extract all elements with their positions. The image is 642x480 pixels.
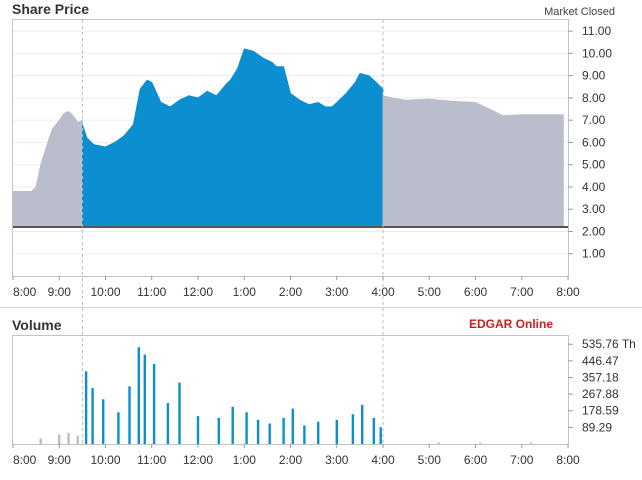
volume-bar [117, 412, 120, 444]
volume-x-axis: 8:00 9:00 10:00 11:00 12:00 1:00 2:00 3:00 4:00 5… [12, 444, 580, 467]
volume-bar [291, 408, 294, 444]
session-markers [81, 20, 384, 444]
volume-bar [231, 406, 234, 444]
volume-bar [128, 386, 131, 444]
volume-bar [303, 425, 306, 444]
volume-bar [137, 347, 140, 444]
price-area-regular [82, 48, 384, 228]
volume-bar [196, 416, 200, 444]
volume-bar [351, 414, 355, 444]
volume-bar [67, 432, 70, 444]
volume-x-tick-label: 5:00 [418, 453, 442, 467]
volume-y-axis: 535.76 Th 446.47 357.18 267.88 178.59 89.29 [568, 337, 636, 434]
price-x-tick-label: 4:00 [371, 285, 395, 299]
volume-bar [361, 404, 364, 444]
volume-bar [437, 442, 440, 444]
price-x-tick-label: 8:00 [556, 285, 580, 299]
price-y-axis: 11.00 10.00 9.00 8.00 7.00 6.00 5.00 4.00 3.00 2.… [568, 24, 612, 261]
volume-x-tick-label: 6:00 [464, 453, 488, 467]
volume-y-tick-label: 446.47 [582, 354, 619, 368]
volume-bar [335, 419, 338, 444]
price-x-tick-label: 11:00 [137, 285, 166, 299]
volume-bar [478, 442, 482, 444]
volume-bar [245, 412, 248, 444]
price-area-after [382, 95, 564, 228]
price-y-tick-label: 9.00 [582, 69, 606, 83]
volume-bar [282, 417, 285, 444]
volume-bar [76, 435, 79, 444]
price-x-tick-label: 3:00 [325, 285, 349, 299]
volume-x-tick-label: 8:00 [13, 453, 37, 467]
volume-y-tick-label: 89.29 [582, 420, 612, 434]
price-y-tick-label: 4.00 [582, 180, 606, 194]
volume-x-tick-label: 3:00 [325, 453, 349, 467]
price-x-axis: 8:00 9:00 10:00 11:00 12:00 1:00 2:00 3:00 4:00 5… [12, 276, 580, 299]
price-x-tick-label: 5:00 [418, 285, 442, 299]
volume-bar [268, 423, 271, 444]
volume-bar [372, 417, 375, 444]
volume-chart-title: Volume [12, 317, 62, 333]
price-y-tick-label: 2.00 [582, 224, 606, 238]
price-x-tick-label: 10:00 [90, 285, 120, 299]
price-y-tick-label: 10.00 [582, 46, 612, 60]
volume-bar [58, 434, 61, 444]
volume-x-tick-label: 4:00 [371, 453, 395, 467]
volume-x-tick-label: 9:00 [48, 453, 72, 467]
volume-bar [152, 363, 156, 444]
volume-bar [91, 388, 94, 444]
volume-bar [143, 354, 146, 444]
volume-bar [217, 417, 220, 444]
volume-y-tick-label: 357.18 [582, 370, 619, 384]
price-x-tick-label: 6:00 [464, 285, 488, 299]
volume-bar [102, 399, 105, 444]
price-area-pre [12, 110, 83, 228]
volume-bar [84, 371, 88, 444]
volume-plot-frame [12, 335, 569, 445]
volume-bar [317, 421, 320, 444]
price-x-tick-label: 1:00 [233, 285, 257, 299]
volume-x-tick-label: 11:00 [137, 453, 166, 467]
volume-x-tick-label: 12:00 [183, 453, 213, 467]
price-x-tick-label: 9:00 [48, 285, 72, 299]
volume-bar [39, 438, 42, 444]
volume-x-tick-label: 2:00 [279, 453, 303, 467]
volume-bar [166, 403, 170, 444]
volume-bar [256, 419, 260, 444]
price-x-tick-label: 12:00 [183, 285, 213, 299]
edgar-online-logo: EDGAR Online [469, 317, 553, 331]
price-x-tick-label: 8:00 [13, 285, 37, 299]
volume-bar [178, 382, 181, 444]
price-y-tick-label: 3.00 [582, 202, 606, 216]
price-x-tick-label: 7:00 [510, 285, 534, 299]
volume-bar [379, 427, 382, 444]
price-areas [12, 48, 568, 229]
volume-x-tick-label: 7:00 [510, 453, 534, 467]
volume-x-tick-label: 10:00 [90, 453, 120, 467]
price-y-tick-label: 5.00 [582, 158, 606, 172]
volume-bar [529, 442, 533, 444]
price-y-tick-label: 6.00 [582, 135, 606, 149]
price-y-tick-label: 11.00 [582, 24, 611, 38]
price-x-tick-label: 2:00 [279, 285, 303, 299]
volume-bars [39, 347, 533, 444]
volume-y-tick-label: 178.59 [582, 404, 619, 418]
volume-x-tick-label: 1:00 [233, 453, 257, 467]
price-y-tick-label: 7.00 [582, 113, 606, 127]
price-y-tick-label: 1.00 [582, 247, 606, 261]
volume-y-tick-label: 267.88 [582, 387, 619, 401]
volume-x-tick-label: 8:00 [556, 453, 580, 467]
market-status: Market Closed [544, 6, 615, 18]
price-y-tick-label: 8.00 [582, 91, 606, 105]
volume-y-tick-label: 535.76 Th [582, 337, 636, 351]
price-chart-title: Share Price [12, 1, 89, 17]
